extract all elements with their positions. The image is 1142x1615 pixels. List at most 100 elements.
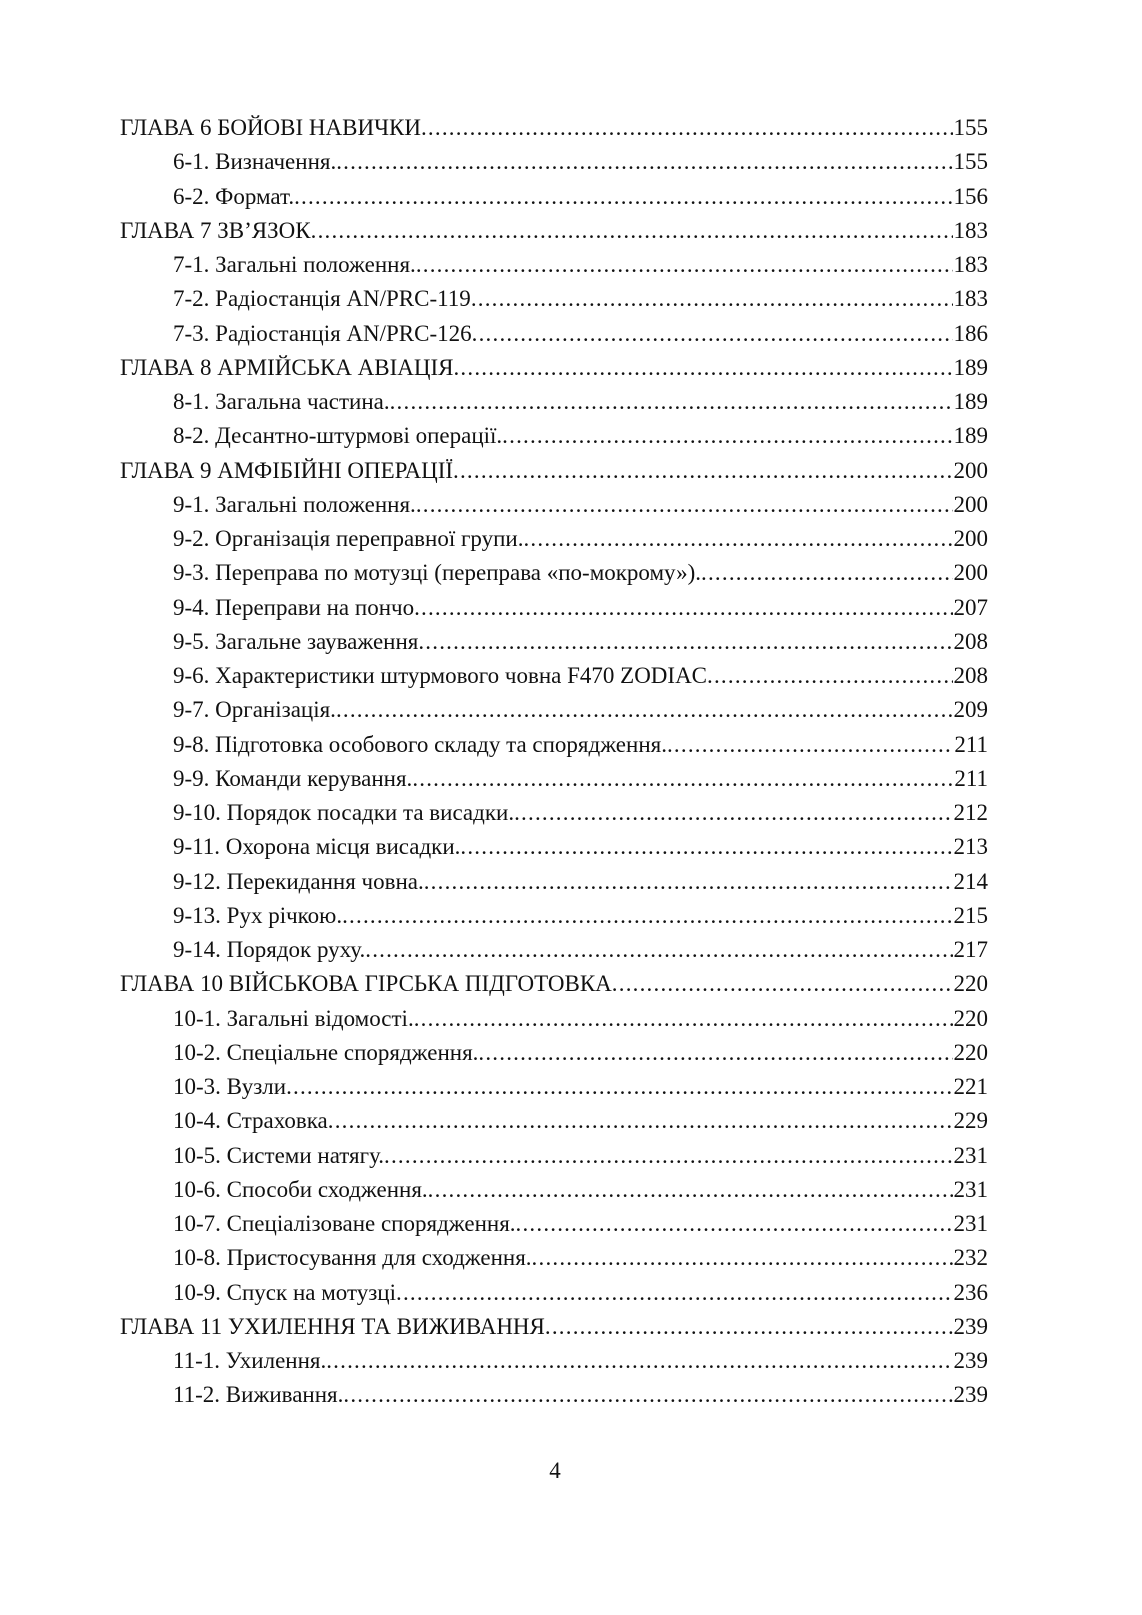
toc-entry-title: 9-12. Перекидання човна.	[173, 868, 424, 894]
toc-entry-title: 9-5. Загальне зауваження	[173, 628, 419, 654]
dot-leader	[453, 454, 952, 488]
toc-entry-page: 200	[953, 457, 989, 483]
toc-chapter-entry[interactable]: ГЛАВА 8 АРМІЙСЬКА АВІАЦІЯ 189	[120, 351, 988, 385]
toc-chapter-entry[interactable]: ГЛАВА 7 ЗВ’ЯЗОК 183	[120, 214, 988, 248]
toc-section-entry[interactable]: 6-1. Визначення. 155	[120, 145, 988, 179]
toc-section-entry[interactable]: 11-2. Виживання. 239	[120, 1378, 988, 1412]
toc-section-entry[interactable]: 9-2. Організація переправної групи. 200	[120, 522, 988, 556]
toc-entry-title: 9-6. Характеристики штурмового човна F47…	[173, 663, 708, 688]
toc-chapter-entry[interactable]: ГЛАВА 6 БОЙОВІ НАВИЧКИ 155	[120, 111, 988, 145]
toc-section-entry[interactable]: 9-5. Загальне зауваження 208	[120, 625, 988, 659]
toc-entry-page: 231	[953, 1211, 989, 1236]
toc-entry-page: 211	[954, 765, 988, 791]
toc-entry-title: 11-1. Ухилення.	[173, 1348, 327, 1373]
toc-entry-page: 220	[953, 1039, 989, 1065]
toc-section-entry[interactable]: 9-9. Команди керування. 211	[120, 762, 988, 796]
dot-leader	[453, 351, 952, 385]
toc-entry-title: 9-10. Порядок посадки та висадки.	[173, 800, 515, 825]
toc-entry-page: 183	[953, 217, 989, 243]
toc-entry-title: 10-4. Страховка	[173, 1108, 328, 1134]
toc-entry-title: 9-3. Переправа по мотузці (переправа «по…	[173, 560, 702, 586]
toc-section-entry[interactable]: 10-5. Системи натягу. 231	[120, 1139, 988, 1173]
dot-leader	[342, 899, 952, 933]
toc-section-entry[interactable]: 10-3. Вузли 221	[120, 1070, 988, 1104]
toc-entry-title: ГЛАВА 6 БОЙОВІ НАВИЧКИ	[120, 115, 421, 140]
dot-leader	[343, 1378, 952, 1412]
toc-chapter-entry[interactable]: ГЛАВА 11 УХИЛЕННЯ ТА ВИЖИВАННЯ 239	[120, 1310, 988, 1344]
toc-entry-title: 10-8. Пристосування для сходження.	[173, 1245, 532, 1271]
toc-entry-page: 155	[953, 115, 989, 140]
toc-section-entry[interactable]: 10-8. Пристосування для сходження. 232	[120, 1241, 988, 1275]
dot-leader	[286, 1070, 952, 1104]
toc-entry-title: 6-2. Формат.	[173, 183, 295, 209]
toc-section-entry[interactable]: 10-2. Спеціальне спорядження. 220	[120, 1036, 988, 1070]
toc-entry-page: 155	[953, 149, 989, 175]
toc-entry-title: 10-7. Спеціалізоване спорядження.	[173, 1211, 516, 1236]
toc-section-entry[interactable]: 9-7. Організація. 209	[120, 693, 988, 727]
toc-entry-title: 9-8. Підготовка особового складу та спор…	[173, 731, 667, 757]
toc-section-entry[interactable]: 9-12. Перекидання човна. 214	[120, 865, 988, 899]
toc-entry-title: 7-2. Радіостанція AN/PRC-119	[173, 286, 471, 312]
dot-leader	[416, 488, 953, 522]
toc-section-entry[interactable]: 10-1. Загальні відомості. 220	[120, 1002, 988, 1036]
toc-entry-page: 239	[953, 1382, 989, 1408]
toc-section-entry[interactable]: 7-2. Радіостанція AN/PRC-119 183	[120, 282, 988, 316]
dot-leader	[421, 111, 953, 145]
toc-section-entry[interactable]: 9-3. Переправа по мотузці (переправа «по…	[120, 556, 988, 590]
toc-entry-page: 209	[953, 697, 989, 723]
toc-entry-title: ГЛАВА 11 УХИЛЕННЯ ТА ВИЖИВАННЯ	[120, 1313, 545, 1339]
toc-entry-page: 214	[953, 868, 989, 894]
toc-entry-page: 236	[953, 1279, 989, 1305]
toc-entry-page: 183	[953, 252, 989, 277]
toc-section-entry[interactable]: 6-2. Формат. 156	[120, 180, 988, 214]
toc-entry-title: 9-4. Переправи на пончо	[173, 594, 415, 620]
toc-section-entry[interactable]: 9-10. Порядок посадки та висадки. 212	[120, 796, 988, 830]
dot-leader	[412, 762, 953, 796]
toc-entry-title: 9-2. Організація переправної групи.	[173, 526, 524, 551]
dot-leader	[707, 659, 952, 693]
dot-leader	[545, 1310, 953, 1344]
toc-entry-page: 212	[953, 800, 989, 825]
toc-entry-page: 215	[953, 902, 989, 928]
dot-leader	[328, 1104, 953, 1138]
toc-section-entry[interactable]: 9-8. Підготовка особового складу та спор…	[120, 728, 988, 762]
dot-leader	[612, 967, 953, 1001]
dot-leader	[460, 830, 952, 864]
toc-entry-title: 9-7. Організація.	[173, 697, 336, 723]
toc-entry-page: 232	[953, 1245, 989, 1271]
toc-entry-title: 8-1. Загальна частина.	[173, 389, 390, 414]
toc-entry-title: 9-14. Порядок руху.	[173, 937, 366, 962]
dot-leader	[532, 1241, 953, 1275]
toc-entry-page: 208	[953, 628, 989, 654]
toc-entry-title: 7-3. Радіостанція AN/PRC-126	[173, 320, 472, 346]
toc-section-entry[interactable]: 9-4. Переправи на пончо 207	[120, 591, 988, 625]
toc-section-entry[interactable]: 9-13. Рух річкою. 215	[120, 899, 988, 933]
toc-entry-title: 9-11. Охорона місця висадки.	[173, 834, 461, 860]
toc-entry-page: 207	[953, 594, 989, 620]
toc-section-entry[interactable]: 8-1. Загальна частина. 189	[120, 385, 988, 419]
dot-leader	[336, 693, 953, 727]
toc-entry-title: 10-2. Спеціальне спорядження.	[173, 1039, 479, 1065]
toc-entry-title: 10-6. Способи сходження.	[173, 1176, 428, 1202]
toc-section-entry[interactable]: 7-1. Загальні положення. 183	[120, 248, 988, 282]
toc-entry-page: 200	[953, 560, 989, 586]
toc-section-entry[interactable]: 9-1. Загальні положення. 200	[120, 488, 988, 522]
toc-section-entry[interactable]: 9-11. Охорона місця висадки. 213	[120, 830, 988, 864]
toc-entry-title: 9-9. Команди керування.	[173, 765, 413, 791]
toc-chapter-entry[interactable]: ГЛАВА 10 ВІЙСЬКОВА ГІРСЬКА ПІДГОТОВКА 22…	[120, 967, 988, 1001]
toc-section-entry[interactable]: 7-3. Радіостанція AN/PRC-126 186	[120, 317, 988, 351]
toc-chapter-entry[interactable]: ГЛАВА 9 АМФІБІЙНІ ОПЕРАЦІЇ 200	[120, 454, 988, 488]
toc-section-entry[interactable]: 8-2. Десантно-штурмові операції. 189	[120, 419, 988, 453]
toc-entry-page: 211	[954, 731, 988, 757]
toc-entry-page: 239	[953, 1348, 989, 1373]
toc-section-entry[interactable]: 10-7. Спеціалізоване спорядження. 231	[120, 1207, 988, 1241]
toc-section-entry[interactable]: 10-6. Способи сходження. 231	[120, 1173, 988, 1207]
toc-entry-title: 10-9. Спуск на мотузці	[173, 1279, 396, 1305]
toc-section-entry[interactable]: 9-6. Характеристики штурмового човна F47…	[120, 659, 988, 693]
toc-entry-title: 10-3. Вузли	[173, 1074, 287, 1099]
toc-section-entry[interactable]: 10-9. Спуск на мотузці 236	[120, 1276, 988, 1310]
toc-section-entry[interactable]: 10-4. Страховка 229	[120, 1104, 988, 1138]
toc-entry-page: 213	[953, 834, 989, 860]
toc-section-entry[interactable]: 11-1. Ухилення. 239	[120, 1344, 988, 1378]
toc-section-entry[interactable]: 9-14. Порядок руху. 217	[120, 933, 988, 967]
